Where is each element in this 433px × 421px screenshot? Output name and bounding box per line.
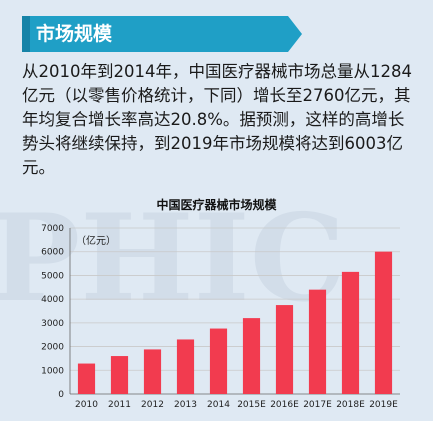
- y-tick-label: 1000: [41, 366, 64, 376]
- chart-title: 中国医疗器械市场规模: [156, 198, 277, 212]
- bar-chart: 0 1000 2000 3000 4000 5000 6000 7000 2010 2011 201…: [41, 224, 400, 410]
- x-tick-label: 2018E: [336, 400, 365, 410]
- x-tick-label: 2014: [207, 400, 230, 410]
- bar-2016E: [275, 305, 294, 394]
- x-tick-label: 2015E: [237, 400, 266, 410]
- x-tick-label: 2016E: [270, 400, 299, 410]
- section-title: 市场规模: [36, 23, 113, 45]
- bar-2013: [176, 339, 195, 394]
- x-tick-label: 2010: [75, 400, 98, 410]
- x-tick-label: 2017E: [303, 400, 332, 410]
- y-tick-label: 4000: [41, 295, 64, 305]
- bar-2010: [77, 363, 96, 394]
- y-tick-label: 3000: [41, 319, 64, 329]
- y-tick-label: 2000: [41, 343, 64, 353]
- x-tick-label: 2012: [141, 400, 164, 410]
- bar-2017E: [308, 289, 327, 394]
- x-tick-label: 2011: [108, 400, 131, 410]
- bar-2011: [110, 356, 129, 394]
- chart-bars: [77, 251, 393, 394]
- intro-paragraph: 从2010年到2014年，中国医疗器械市场总量从1284亿元（以零售价格统计，下…: [22, 62, 412, 177]
- y-tick-label: 7000: [41, 224, 64, 234]
- x-tick-label: 2013: [174, 400, 197, 410]
- y-tick-label: 0: [58, 390, 64, 400]
- chart-axes: 0 1000 2000 3000 4000 5000 6000 7000 2010 2011 201…: [41, 224, 398, 410]
- bar-2015E: [242, 318, 261, 394]
- bar-2012: [143, 349, 162, 394]
- section-header: 市场规模: [22, 16, 302, 52]
- bar-2018E: [341, 271, 360, 394]
- y-tick-label: 5000: [41, 271, 64, 281]
- x-tick-label: 2019E: [369, 400, 398, 410]
- y-tick-label: 6000: [41, 248, 64, 258]
- y-axis-unit-label: （亿元）: [76, 234, 116, 247]
- header-banner-shape: [22, 16, 302, 52]
- bar-2014: [209, 328, 228, 394]
- bar-2019E: [374, 251, 393, 394]
